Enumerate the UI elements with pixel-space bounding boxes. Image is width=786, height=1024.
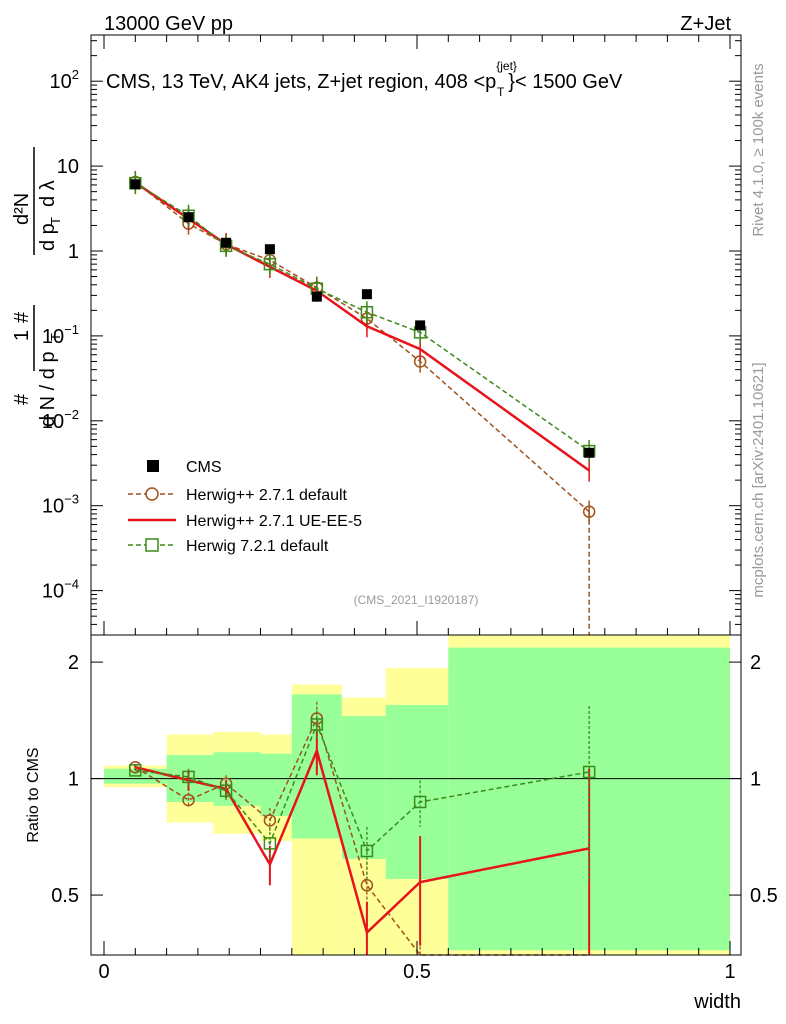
ytick-top-label-0: 102 <box>50 67 79 93</box>
ratio-line-default <box>134 716 590 956</box>
ratio-point-default-3 <box>263 814 277 827</box>
legend-h721-marker <box>145 538 159 552</box>
ratio-line-h721 <box>135 722 590 853</box>
ytick-top-label-1: 10 <box>57 156 79 178</box>
ytick-top-label-3: 10−1 <box>42 322 79 348</box>
ratio-point-h721-2 <box>219 784 233 798</box>
ratio-point-h721-7 <box>582 765 596 779</box>
plot-title: CMS, 13 TeV, AK4 jets, Z+jet region, 408… <box>106 59 623 99</box>
ratio-point-default-1 <box>182 793 195 807</box>
legend-cms-marker <box>147 460 159 472</box>
ratio-point-h721-6 <box>413 795 427 809</box>
legend-ueee5-label: Herwig++ 2.7.1 UE-EE-5 <box>186 513 362 530</box>
svg-text:#: # <box>11 393 33 405</box>
ytick-ratio-label-l-1: 1 <box>68 769 79 791</box>
svg-text:T: T <box>48 217 63 225</box>
ytick-top-label-6: 10−4 <box>42 577 79 603</box>
svg-text:d λ: d λ <box>37 180 59 207</box>
analysis-id: (CMS_2021_I1920187) <box>354 593 479 607</box>
legend: CMS Herwig++ 2.7.1 default Herwig++ 2.7.… <box>128 459 362 555</box>
ratio-point-h721-0 <box>129 764 142 777</box>
header-right: Z+Jet <box>680 13 731 35</box>
ytick-ratio-label-l-2: 0.5 <box>51 885 79 907</box>
cms-point-7 <box>584 447 595 458</box>
ratio-y-label: Ratio to CMS <box>25 747 42 842</box>
ratio-point-h721-1 <box>182 770 195 784</box>
cms-point-4 <box>311 291 322 302</box>
axis-ticks: 102 10 1 10−1 10−2 10−3 10−4 2 2 1 1 0.5 0.5 0 0.5 1 <box>42 35 778 983</box>
ytick-ratio-label-l-0: 2 <box>68 652 79 674</box>
cms-point-0 <box>130 179 141 190</box>
top-point-default-7 <box>582 505 596 518</box>
band-inner-5 <box>341 716 386 859</box>
cms-point-3 <box>264 244 275 255</box>
ytick-top-label-5: 10−3 <box>42 492 79 518</box>
mcplots-label: mcplots.cern.ch [arXiv:2401.10621] <box>750 362 767 597</box>
top-point-h721-3 <box>263 257 277 271</box>
legend-h721-label: Herwig 7.2.1 default <box>186 538 329 555</box>
cms-point-6 <box>415 320 426 331</box>
cms-point-1 <box>183 212 194 223</box>
x-axis-label: width <box>693 991 741 1013</box>
ytick-top-label-4: 10−2 <box>42 407 79 433</box>
ratio-point-h721-5 <box>360 844 374 858</box>
ratio-point-default-5 <box>360 879 374 892</box>
top-line-ueee5 <box>134 181 590 472</box>
svg-text:1: 1 <box>11 330 33 341</box>
svg-text:#: # <box>11 311 33 323</box>
band-inner-6 <box>385 704 449 880</box>
ratio-line-ueee5 <box>135 746 590 935</box>
svg-text:d²N: d²N <box>11 193 33 225</box>
ratio-point-h721-3 <box>263 837 277 850</box>
xtick-label-1: 0.5 <box>403 961 431 983</box>
legend-default-marker <box>145 487 159 501</box>
ytick-ratio-label-r-0: 2 <box>750 652 761 674</box>
cms-point-5 <box>361 289 372 300</box>
legend-default-label: Herwig++ 2.7.1 default <box>186 487 348 504</box>
ratio-point-h721-4 <box>310 718 324 731</box>
svg-text:d p: d p <box>37 223 59 251</box>
band-inner-3 <box>260 753 292 817</box>
rivet-label: Rivet 4.1.0, ≥ 100k events <box>750 63 767 236</box>
svg-text:T: T <box>48 333 63 341</box>
xtick-label-2: 1 <box>724 961 735 983</box>
uncertainty-bands <box>104 635 730 955</box>
ratio-panel <box>91 701 741 956</box>
main-panel <box>129 170 596 635</box>
svg-text:d N / d p: d N / d p <box>37 351 59 427</box>
cms-point-2 <box>221 237 232 248</box>
top-line-h721 <box>134 182 590 452</box>
ytick-top-label-2: 1 <box>68 241 79 263</box>
xtick-label-0: 0 <box>98 961 109 983</box>
ratio-frame <box>90 634 742 956</box>
header-left: 13000 GeV pp <box>104 13 233 35</box>
ytick-ratio-label-r-2: 0.5 <box>750 885 778 907</box>
ytick-ratio-label-r-1: 1 <box>750 769 761 791</box>
legend-cms-label: CMS <box>186 459 222 476</box>
y-axis-title: # 1 d N / d p T # d²N d p T d λ <box>11 147 63 427</box>
top-point-h721-5 <box>360 305 374 319</box>
top-line-default <box>134 181 590 513</box>
